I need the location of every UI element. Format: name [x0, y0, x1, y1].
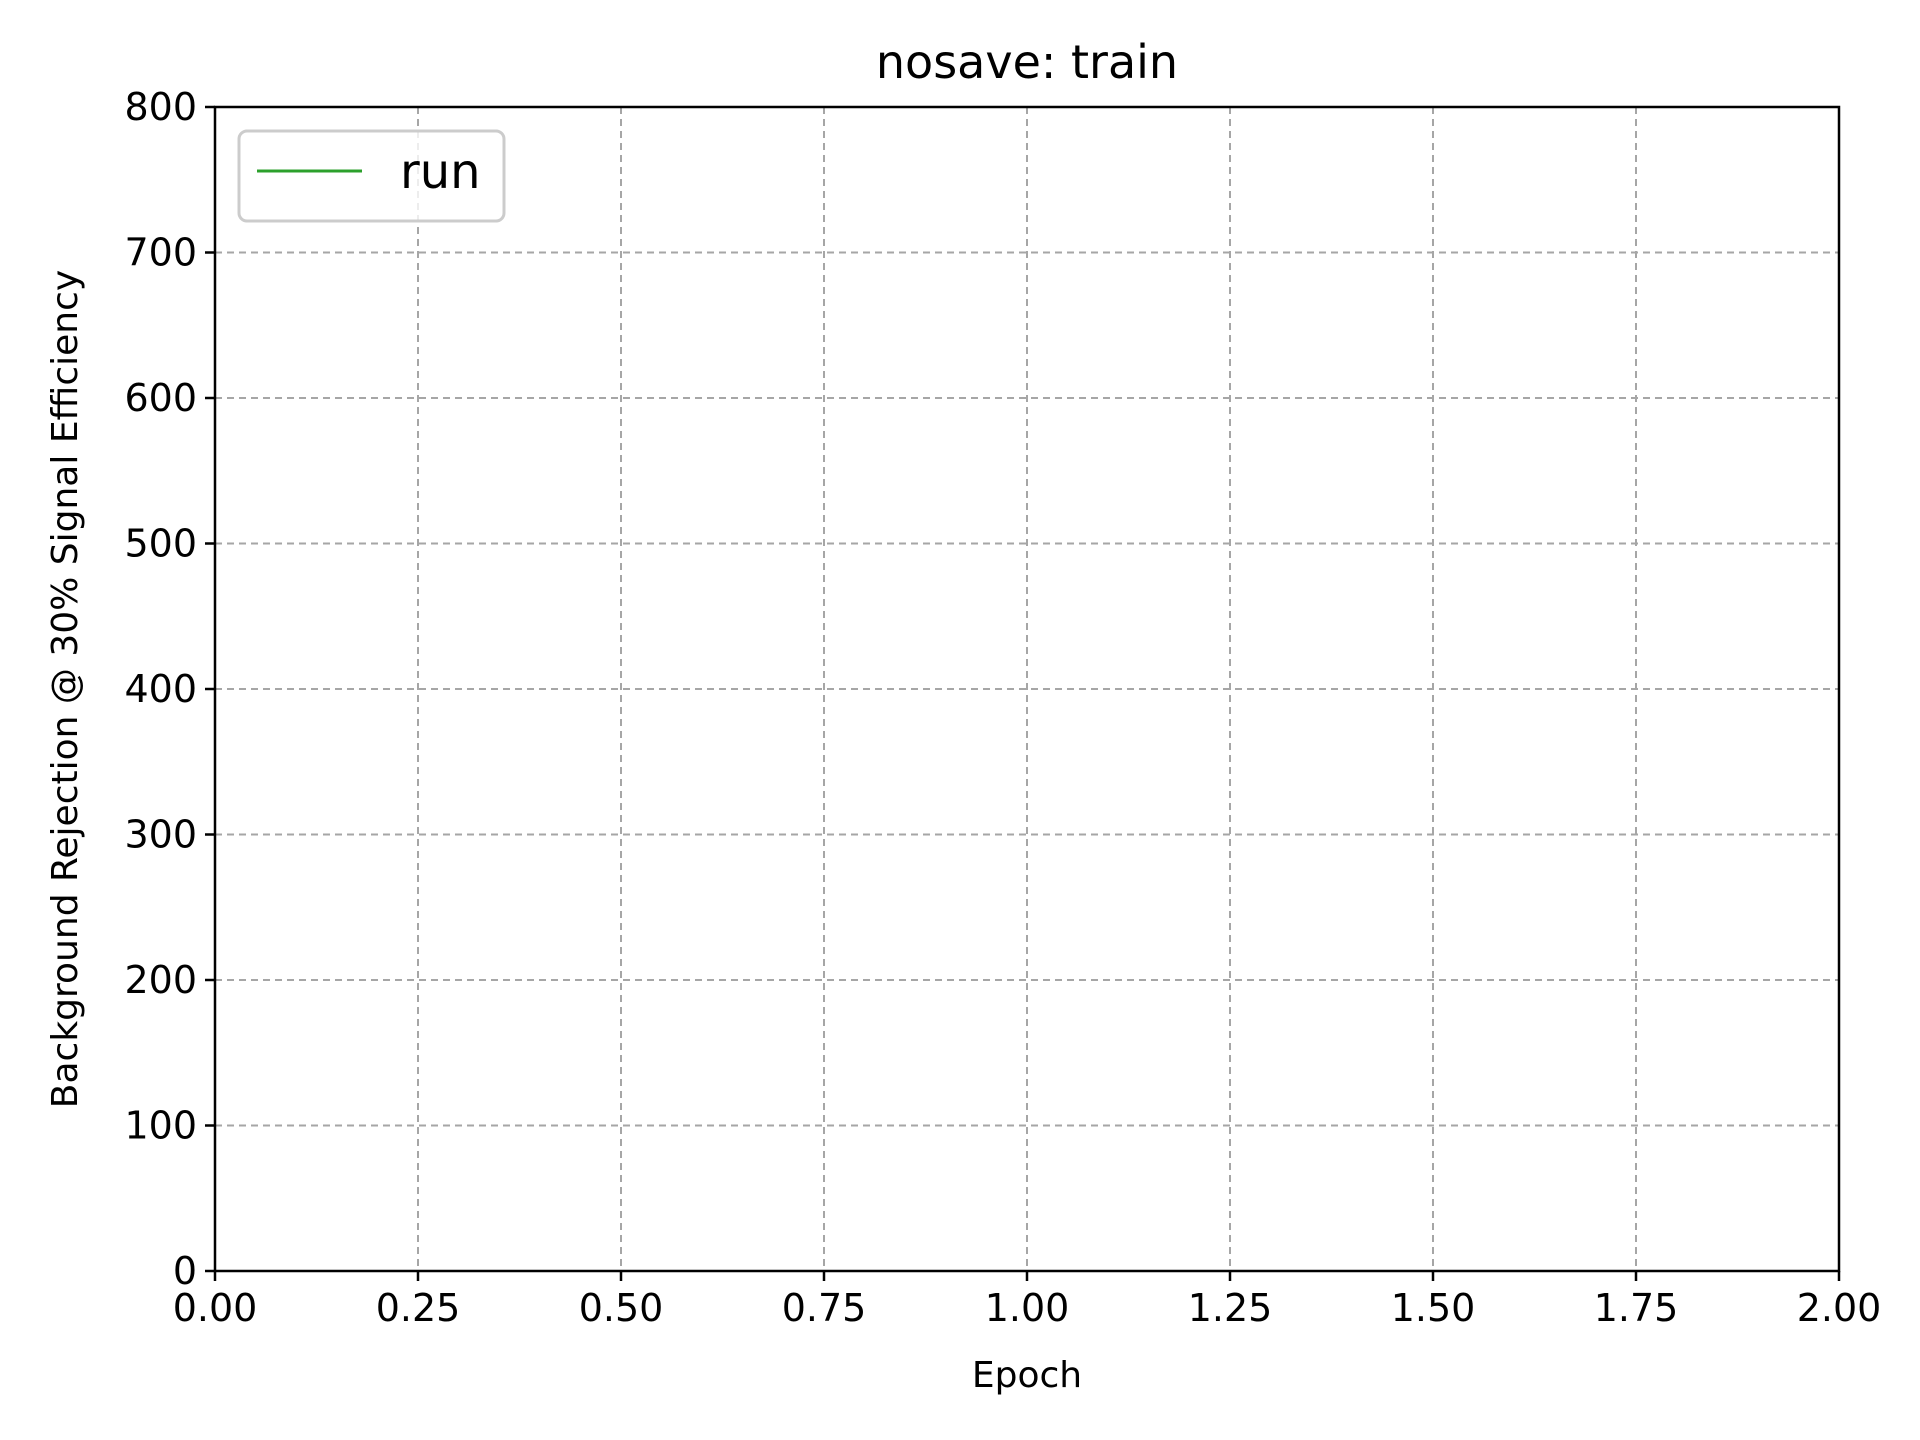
legend-box — [237, 129, 506, 223]
y-tick-label: 800 — [124, 85, 197, 129]
x-tick-label: 2.00 — [1797, 1286, 1882, 1330]
x-tick-label: 0.75 — [782, 1286, 867, 1330]
x-tick-label: 0.00 — [173, 1286, 258, 1330]
y-tick-label: 700 — [124, 231, 197, 275]
chart-title: nosave: train — [876, 35, 1178, 89]
x-tick-label: 0.25 — [376, 1286, 461, 1330]
y-axis-label: Background Rejection @ 30% Signal Effici… — [45, 270, 86, 1108]
legend-label-run: run — [400, 144, 481, 200]
x-tick-label: 0.50 — [579, 1286, 664, 1330]
x-tick-label: 1.50 — [1391, 1286, 1476, 1330]
y-tick-label: 100 — [124, 1104, 197, 1148]
x-tick-label: 1.00 — [985, 1286, 1070, 1330]
y-tick-label: 0 — [173, 1249, 197, 1293]
ticks: 0.00 0.25 0.50 0.75 1.00 1.25 1.50 1.75 2.00 0 100… — [124, 85, 1881, 1330]
y-tick-label: 400 — [124, 667, 197, 711]
grid — [215, 107, 1839, 1271]
y-tick-label: 600 — [124, 376, 197, 420]
y-tick-label: 500 — [124, 522, 197, 566]
legend: run — [237, 129, 506, 223]
x-tick-label: 1.75 — [1594, 1286, 1679, 1330]
x-axis-label: Epoch — [972, 1355, 1082, 1396]
x-tick-label: 1.25 — [1188, 1286, 1273, 1330]
y-tick-label: 200 — [124, 958, 197, 1002]
y-tick-label: 300 — [124, 813, 197, 857]
